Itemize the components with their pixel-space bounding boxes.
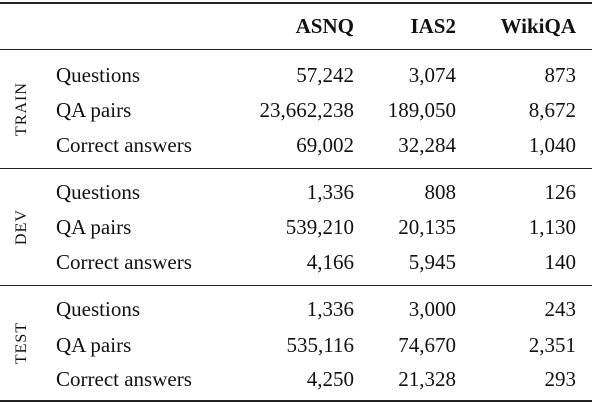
table-row-label: Questions <box>56 180 140 204</box>
column-header-asnq: ASNQ <box>295 14 354 38</box>
table-cell: 20,135 <box>398 215 456 239</box>
bottom-rule <box>0 400 592 402</box>
table-cell: 8,672 <box>528 98 576 122</box>
table-cell: 1,336 <box>306 180 354 204</box>
table-row-label: QA pairs <box>56 215 132 239</box>
section-label-train-text: TRAIN <box>13 82 30 136</box>
table-row-label: Correct answers <box>56 250 192 274</box>
table-cell: 2,351 <box>528 333 576 357</box>
table-row-label: Questions <box>56 63 140 87</box>
table-cell: 3,074 <box>408 63 456 87</box>
table-cell: 21,328 <box>398 367 456 391</box>
table-cell: 1,040 <box>528 133 576 157</box>
table-row-label: Correct answers <box>56 133 192 157</box>
table-cell: 74,670 <box>398 333 456 357</box>
column-header-wikiqa: WikiQA <box>500 14 576 38</box>
table-cell: 4,250 <box>306 367 354 391</box>
table-row-label: Correct answers <box>56 367 192 391</box>
table-cell: 539,210 <box>285 215 354 239</box>
table-cell: 5,945 <box>408 250 456 274</box>
table-cell: 535,116 <box>286 333 354 357</box>
table-row-label: QA pairs <box>56 333 132 357</box>
table-cell: 189,050 <box>387 98 456 122</box>
table-cell: 293 <box>544 367 577 391</box>
section-label-dev-text: DEV <box>13 209 30 245</box>
table-cell: 23,662,238 <box>259 98 355 122</box>
table-cell: 1,336 <box>306 297 354 321</box>
dev-test-rule <box>0 285 592 286</box>
top-rule <box>0 2 592 4</box>
table-cell: 126 <box>544 180 577 204</box>
table-cell: 4,166 <box>306 250 354 274</box>
table-cell: 69,002 <box>296 133 354 157</box>
table-cell: 32,284 <box>398 133 456 157</box>
table-cell: 808 <box>424 180 457 204</box>
train-dev-rule <box>0 168 592 169</box>
table-cell: 140 <box>544 250 577 274</box>
table-cell: 57,242 <box>296 63 354 87</box>
header-rule <box>0 49 592 50</box>
table-cell: 3,000 <box>408 297 456 321</box>
section-label-test-text: TEST <box>13 321 30 365</box>
table-cell: 1,130 <box>528 215 576 239</box>
table-cell: 243 <box>544 297 577 321</box>
table-cell: 873 <box>544 63 577 87</box>
table-row-label: Questions <box>56 297 140 321</box>
table-row-label: QA pairs <box>56 98 132 122</box>
column-header-ias2: IAS2 <box>410 14 456 38</box>
